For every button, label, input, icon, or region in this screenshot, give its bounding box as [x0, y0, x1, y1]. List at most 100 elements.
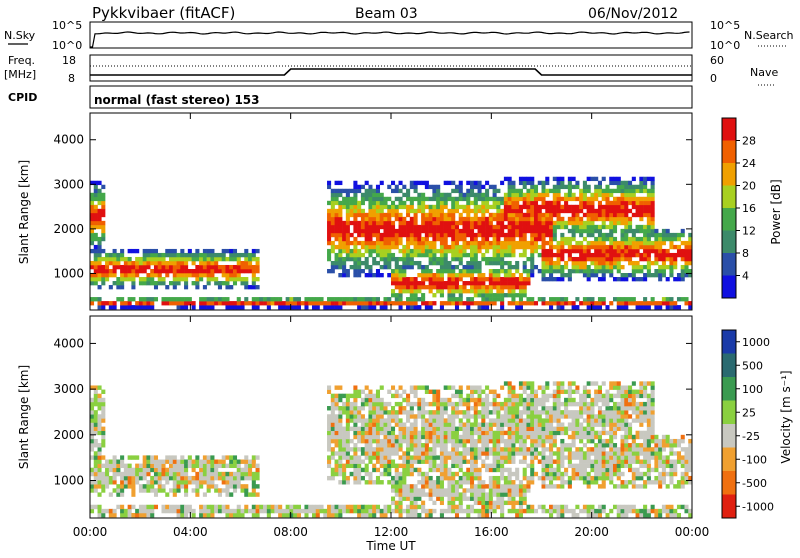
velocity-cell	[500, 406, 504, 410]
power-cell	[353, 261, 357, 265]
velocity-cell	[474, 497, 478, 501]
velocity-cell	[575, 513, 579, 517]
power-cell	[564, 225, 568, 229]
colorbar-swatch	[722, 186, 736, 209]
power-cell	[624, 237, 628, 241]
power-cell	[583, 193, 587, 197]
power-cell	[241, 269, 245, 273]
power-cell	[94, 281, 98, 285]
power-cell	[478, 229, 482, 233]
power-cell	[617, 209, 621, 213]
velocity-cell	[252, 513, 256, 517]
power-cell	[647, 237, 651, 241]
velocity-cell	[233, 472, 237, 476]
power-cell	[436, 249, 440, 253]
power-cell	[331, 229, 335, 233]
velocity-cell	[410, 385, 414, 389]
power-cell	[553, 189, 557, 193]
velocity-cell	[406, 394, 410, 398]
velocity-cell	[572, 476, 576, 480]
velocity-cell	[542, 476, 546, 480]
velocity-cell	[478, 410, 482, 414]
velocity-cell	[417, 451, 421, 455]
power-cell	[609, 237, 613, 241]
velocity-cell	[143, 455, 147, 459]
power-cell	[421, 285, 425, 289]
power-cell	[639, 253, 643, 257]
power-cell	[154, 269, 158, 273]
velocity-cell	[511, 431, 515, 435]
velocity-cell	[402, 455, 406, 459]
velocity-cell	[165, 480, 169, 484]
power-cell	[549, 265, 553, 269]
power-cell	[632, 297, 636, 301]
power-cell	[447, 273, 451, 277]
velocity-cell	[229, 484, 233, 488]
power-cell	[338, 237, 342, 241]
power-cell	[410, 249, 414, 253]
power-cell	[338, 217, 342, 221]
velocity-cell	[515, 472, 519, 476]
power-cell	[590, 269, 594, 273]
velocity-cell	[478, 447, 482, 451]
power-cell	[410, 285, 414, 289]
power-cell	[617, 297, 621, 301]
velocity-cell	[515, 468, 519, 472]
power-cell	[244, 277, 248, 281]
velocity-cell	[207, 455, 211, 459]
velocity-cell	[579, 509, 583, 513]
power-cell	[451, 241, 455, 245]
velocity-cell	[399, 435, 403, 439]
power-cell	[135, 257, 139, 261]
velocity-cell	[207, 513, 211, 517]
power-cell	[417, 237, 421, 241]
velocity-cell	[342, 443, 346, 447]
power-cell	[331, 305, 335, 309]
velocity-cell	[568, 484, 572, 488]
velocity-cell	[98, 414, 102, 418]
velocity-cell	[557, 381, 561, 385]
power-cell	[365, 225, 369, 229]
velocity-cell	[387, 455, 391, 459]
power-cell	[113, 269, 117, 273]
power-cell	[225, 273, 229, 277]
power-cell	[432, 229, 436, 233]
power-cell	[545, 181, 549, 185]
power-cell	[508, 225, 512, 229]
velocity-cell	[169, 476, 173, 480]
power-cell	[320, 297, 324, 301]
velocity-cell	[515, 431, 519, 435]
velocity-cell	[395, 447, 399, 451]
velocity-cell	[421, 455, 425, 459]
velocity-cell	[335, 385, 339, 389]
power-cell	[432, 213, 436, 217]
power-cell	[357, 269, 361, 273]
power-cell	[256, 261, 260, 265]
velocity-cell	[451, 385, 455, 389]
velocity-cell	[131, 505, 135, 509]
power-cell	[542, 277, 546, 281]
velocity-cell	[493, 464, 497, 468]
power-cell	[598, 301, 602, 305]
power-cell	[628, 253, 632, 257]
power-cell	[402, 217, 406, 221]
power-cell	[316, 301, 320, 305]
velocity-cell	[560, 505, 564, 509]
power-cell	[387, 217, 391, 221]
power-cell	[462, 281, 466, 285]
power-cell	[425, 285, 429, 289]
power-cell	[481, 241, 485, 245]
velocity-cell	[338, 447, 342, 451]
power-cell	[621, 237, 625, 241]
power-cell	[485, 189, 489, 193]
velocity-cell	[459, 460, 463, 464]
velocity-cell	[474, 455, 478, 459]
velocity-cell	[139, 484, 143, 488]
velocity-cell	[530, 451, 534, 455]
velocity-cell	[432, 460, 436, 464]
power-cell	[485, 237, 489, 241]
velocity-cell	[161, 505, 165, 509]
power-cell	[387, 237, 391, 241]
velocity-cell	[481, 509, 485, 513]
velocity-cell	[94, 476, 98, 480]
